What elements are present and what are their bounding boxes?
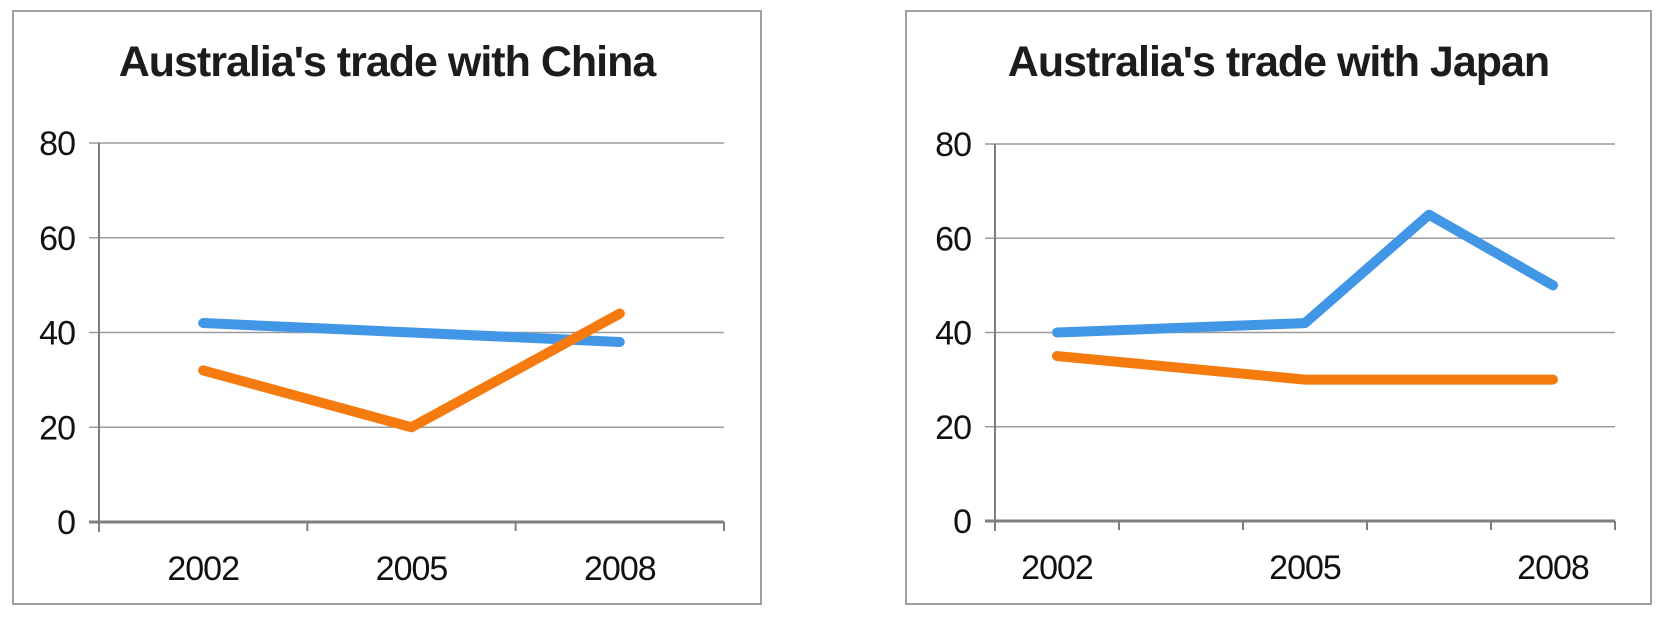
chart-title-china: Australia's trade with China (118, 38, 657, 86)
series-orange-line (1052, 351, 1558, 385)
y-tick-label-80: 80 (935, 126, 971, 164)
x-tick-label-2002: 2002 (1021, 549, 1093, 587)
y-tick-label-0: 0 (57, 504, 75, 542)
x-tick-label-2008: 2008 (1517, 549, 1589, 587)
line-chart-china: 0 20 40 60 80 2002 2005 2008 (39, 125, 725, 588)
y-tick-label-80: 80 (39, 125, 75, 163)
y-tick-label-40: 40 (935, 315, 971, 353)
y-tick-label-60: 60 (39, 220, 75, 258)
line-chart-japan: 0 20 40 60 80 2002 2005 2008 (935, 126, 1616, 587)
x-tick-label-2005: 2005 (376, 550, 448, 588)
y-tick-label-40: 40 (39, 315, 75, 353)
series-orange-line (198, 308, 625, 433)
y-tick-label-0: 0 (953, 503, 971, 541)
y-tick-label-20: 20 (39, 409, 75, 447)
chart-title-japan: Australia's trade with Japan (1007, 38, 1550, 86)
x-tick-label-2005: 2005 (1269, 549, 1341, 587)
y-tick-label-20: 20 (935, 409, 971, 447)
series-blue-line (1052, 209, 1558, 338)
y-tick-label-60: 60 (935, 220, 971, 258)
x-tick-label-2008: 2008 (584, 550, 656, 588)
series-blue-line (198, 318, 625, 347)
chart-panel-japan: Australia's trade with Japan 0 20 40 60 80 20… (905, 10, 1652, 605)
x-tick-label-2002: 2002 (167, 550, 239, 588)
chart-panel-china: Australia's trade with China 0 20 40 60 80 20… (12, 10, 762, 605)
